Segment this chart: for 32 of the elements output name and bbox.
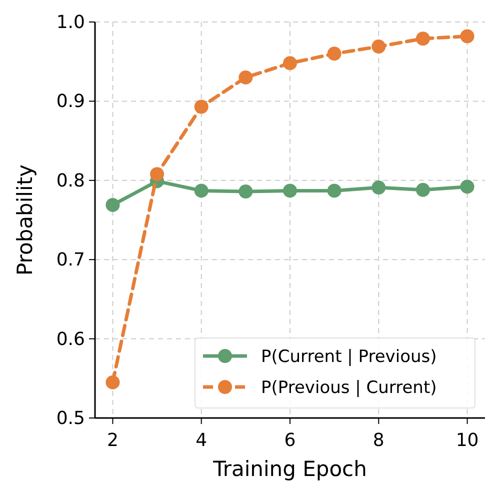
y-tick-label: 1.0 (56, 12, 85, 33)
point (150, 167, 164, 182)
point (106, 198, 120, 212)
x-tick-label: 2 (107, 430, 118, 451)
x-tick-label: 4 (196, 430, 208, 451)
point (416, 182, 430, 197)
legend-label: P(Current | Previous) (261, 347, 437, 367)
point (283, 56, 297, 70)
y-tick-label: 0.8 (56, 170, 85, 192)
point (327, 184, 342, 198)
x-tick-label: 6 (284, 430, 296, 451)
x-axis-title: Training Epoch (212, 457, 367, 481)
x-tick-label: 10 (456, 430, 479, 451)
point (372, 40, 386, 54)
y-axis-title: Probability (13, 164, 37, 276)
legend-label: P(Previous | Current) (261, 378, 437, 398)
point (460, 29, 474, 44)
y-tick-label: 0.5 (56, 408, 85, 429)
y-tick-label: 0.7 (56, 250, 85, 271)
x-tick-label: 8 (372, 430, 384, 451)
point (416, 32, 430, 46)
point (327, 46, 342, 61)
point (460, 180, 474, 194)
point (106, 375, 120, 390)
y-tick-label: 0.6 (56, 328, 85, 350)
point (372, 180, 386, 195)
point (238, 70, 253, 84)
point (194, 100, 208, 114)
point (194, 184, 208, 198)
point (283, 184, 297, 198)
y-tick-label: 0.9 (56, 91, 85, 112)
point (238, 184, 253, 198)
